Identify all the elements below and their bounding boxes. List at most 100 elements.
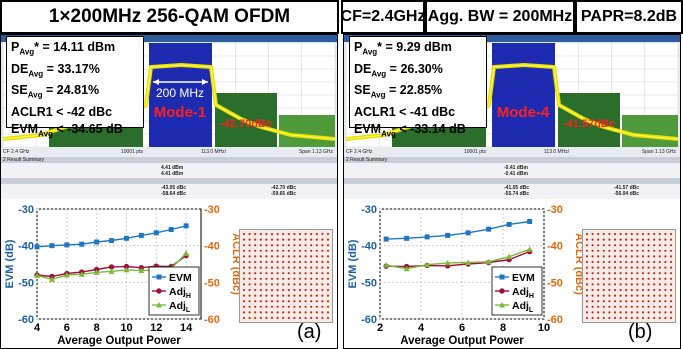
- constellation-dot: [293, 283, 296, 286]
- constellation-dot: [254, 244, 257, 247]
- constellation-dot: [270, 305, 274, 308]
- table-row: 4.41 dBm: [1, 165, 337, 171]
- constellation-dot: [326, 283, 330, 286]
- constellation-dot: [658, 266, 661, 269]
- tx-total-value: -0.41 dBm: [504, 171, 528, 177]
- constellation-dot: [326, 232, 330, 236]
- constellation-dot: [287, 232, 290, 236]
- stat-sep: =: [43, 61, 58, 76]
- stat-subscript: Avg: [28, 69, 44, 78]
- constellation-dot: [613, 277, 617, 280]
- constellation-dot: [270, 249, 274, 252]
- constellation-dot: [259, 255, 262, 258]
- constellation-dot: [658, 272, 661, 275]
- constellation-dot: [602, 288, 605, 292]
- stat-name: SE: [354, 83, 371, 97]
- table-title: 2 Result Summary: [3, 157, 45, 163]
- constellation-dot: [602, 266, 605, 269]
- constellation-dot: [304, 260, 307, 264]
- stat-line: ACLR1 < -42 dBc: [11, 104, 139, 121]
- constellation-dot: [602, 294, 605, 297]
- constellation-dot: [608, 300, 611, 303]
- constellation-dot: [259, 277, 262, 280]
- tx-total-value: 4.41 dBm: [161, 171, 184, 177]
- constellation-dot: [310, 232, 313, 236]
- constellation-dot: [625, 283, 628, 286]
- constellation-dot: [259, 232, 262, 236]
- constellation-dot: [282, 277, 285, 280]
- constellation-dot: [664, 244, 667, 247]
- constellation-dot: [248, 244, 251, 247]
- constellation-dot: [636, 255, 639, 258]
- constellation-dot: [619, 260, 622, 264]
- constellation-dot: [647, 311, 650, 314]
- constellation-dot: [641, 305, 645, 308]
- constellation-dot: [293, 232, 296, 236]
- data-point: [109, 238, 115, 244]
- legend-marker: [499, 288, 505, 294]
- y-axis-label-left: EVM (dB): [347, 239, 359, 288]
- constellation-dot: [298, 283, 302, 286]
- result-summary-table: 2 Result Summary 4.41 dBm 4.41 dBm -43.05 d…: [1, 157, 337, 199]
- data-point: [34, 272, 40, 278]
- constellation-dot: [248, 288, 251, 292]
- constellation-dot: [326, 311, 330, 314]
- constellation-dot: [591, 266, 594, 269]
- constellation-dot: [669, 277, 673, 280]
- constellation-dot: [298, 244, 302, 247]
- constellation-dot: [276, 232, 279, 236]
- constellation-dot: [315, 305, 318, 308]
- mode-label: Mode-4: [497, 104, 550, 121]
- constellation-dot: [641, 283, 645, 286]
- constellation-dot: [597, 244, 600, 247]
- constellation-dot: [602, 305, 605, 308]
- constellation-dot: [304, 255, 307, 258]
- constellation-dot: [625, 238, 628, 241]
- constellation-dot: [597, 249, 600, 252]
- constellation-dot: [315, 249, 318, 252]
- x-tick-label: 8: [94, 322, 100, 334]
- constellation-dot: [242, 316, 246, 320]
- constellation-dot: [669, 232, 673, 236]
- constellation-dot: [636, 244, 639, 247]
- y-tick-label-left: -60: [361, 314, 377, 326]
- constellation-dot: [630, 255, 633, 258]
- data-point: [183, 223, 189, 229]
- constellation-dot: [315, 266, 318, 269]
- constellation-dot: [276, 316, 279, 320]
- constellation-dot: [270, 232, 274, 236]
- legend-label: AdjH: [169, 286, 191, 300]
- constellation-dot: [310, 305, 313, 308]
- constellation-dot: [619, 294, 622, 297]
- constellation-dot: [658, 311, 661, 314]
- constellation-dot: [242, 294, 246, 297]
- constellation-dot: [310, 288, 313, 292]
- constellation-dot: [310, 238, 313, 241]
- adj-lower-value: -43.05 dBc: [161, 185, 187, 191]
- constellation-dot: [282, 255, 285, 258]
- data-point: [78, 271, 85, 277]
- constellation-dot: [298, 232, 302, 236]
- constellation-dot: [585, 244, 589, 247]
- data-point: [64, 242, 70, 248]
- alternate-channel-upper: [279, 115, 335, 147]
- constellation-dot: [315, 238, 318, 241]
- constellation-dot: [636, 300, 639, 303]
- series-line-2: [385, 248, 530, 270]
- stat-value: < -34.65 dB: [56, 121, 123, 136]
- constellation-dot: [625, 255, 628, 258]
- constellation-dot: [669, 294, 673, 297]
- constellation-dot: [248, 294, 251, 297]
- data-point: [183, 250, 190, 256]
- constellation-dot: [591, 288, 594, 292]
- constellation-dot: [282, 294, 285, 297]
- constellation-dot: [619, 255, 622, 258]
- constellation-dot: [658, 300, 661, 303]
- constellation-dot: [619, 283, 622, 286]
- constellation-dot: [619, 316, 622, 320]
- constellation-dot: [254, 260, 257, 264]
- constellation-dot: [608, 311, 611, 314]
- adj-lower-value: -41.05 dBc: [504, 185, 530, 191]
- constellation-dot: [653, 272, 656, 275]
